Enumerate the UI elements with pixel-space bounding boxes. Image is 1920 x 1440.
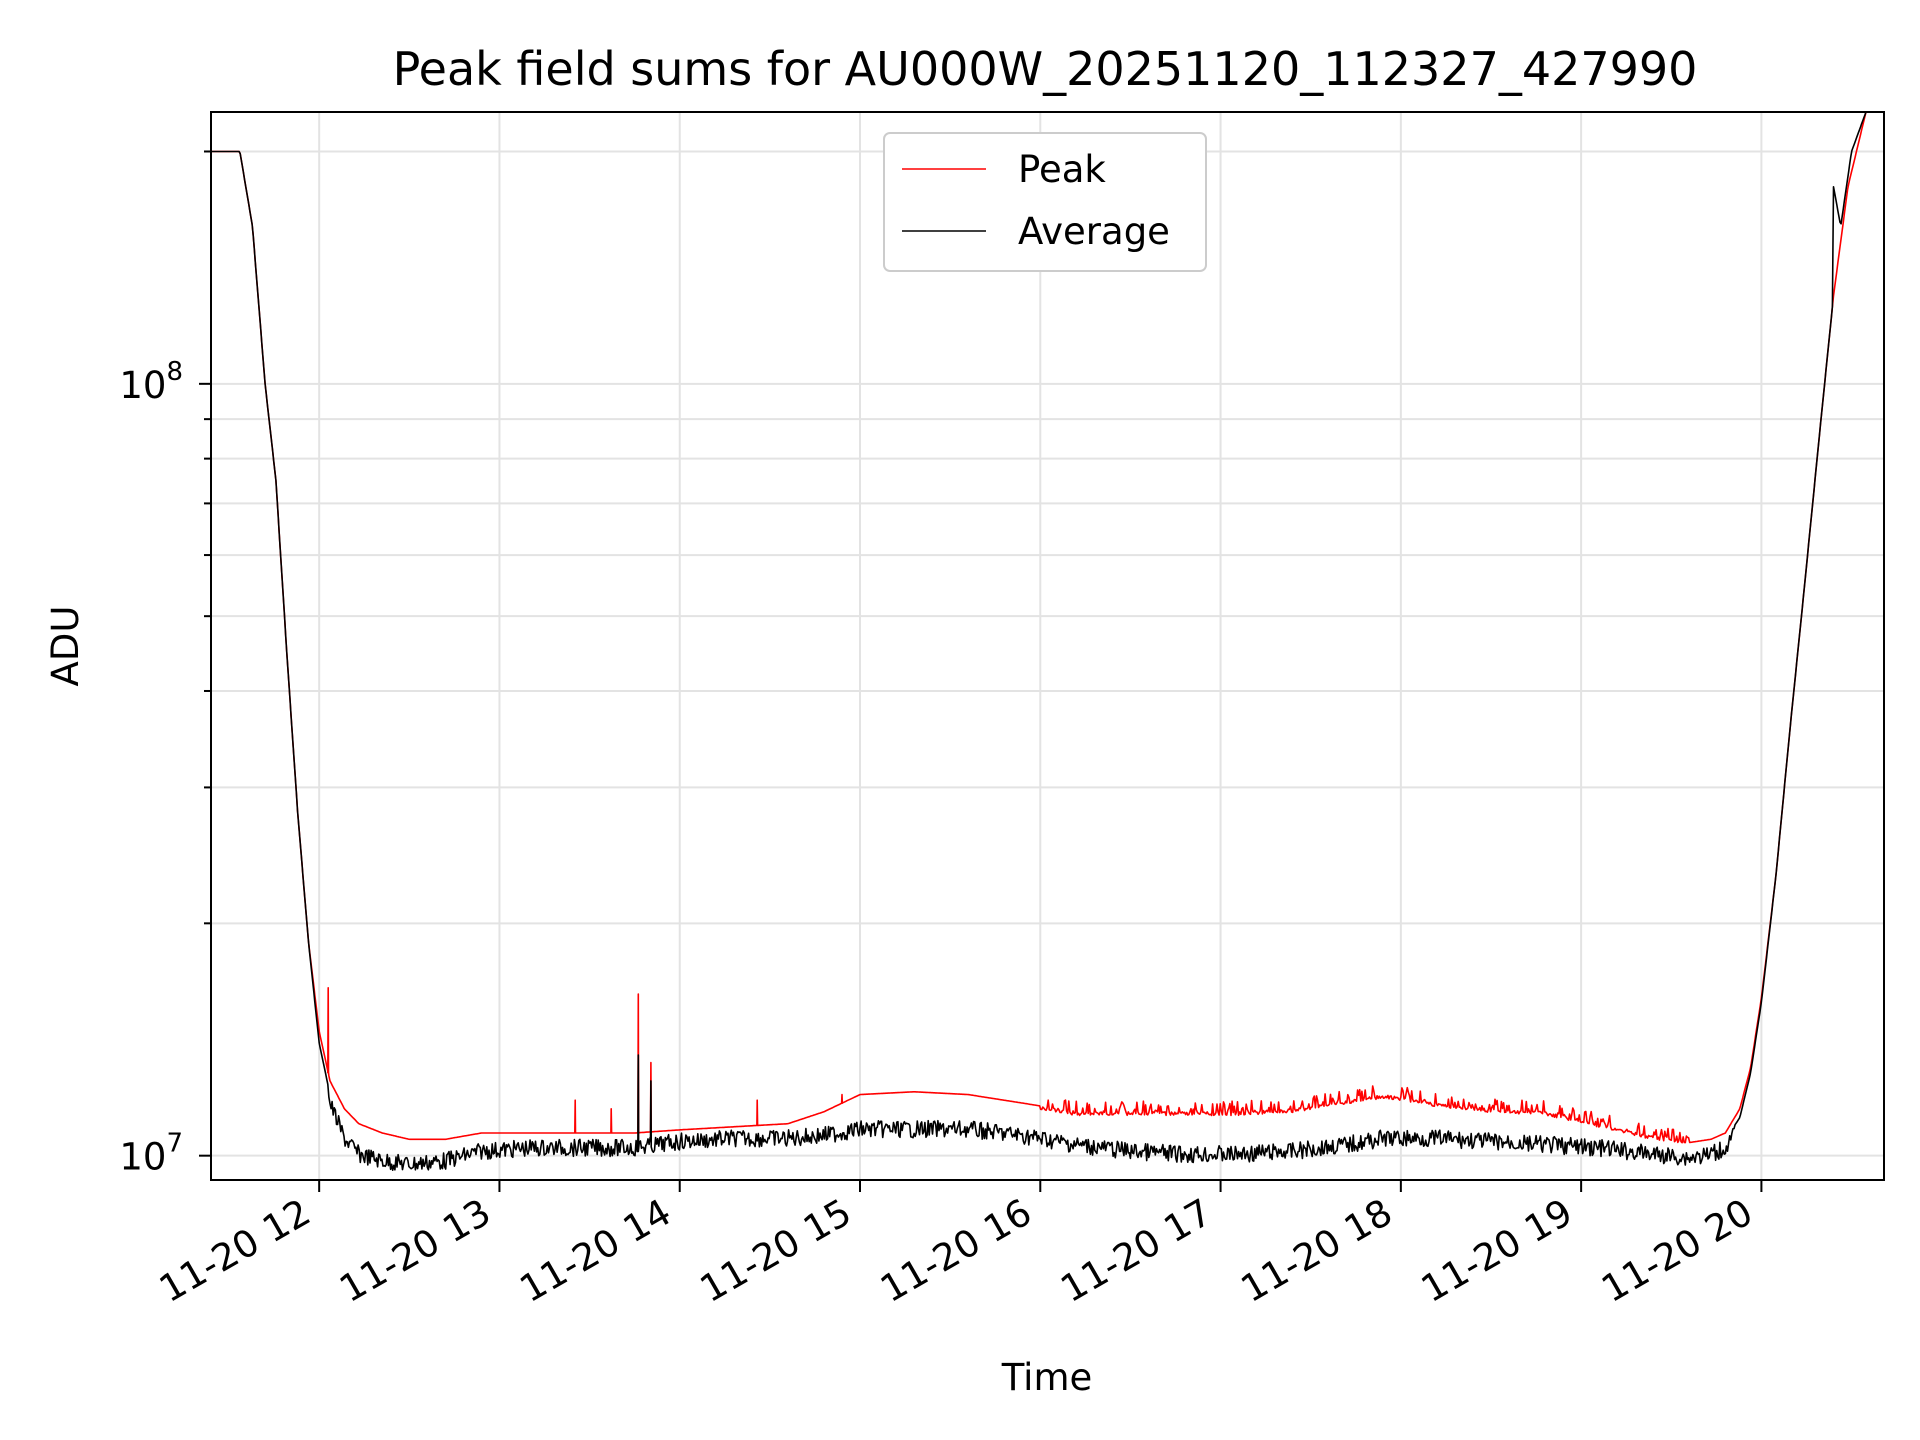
- series-line-peak: [211, 112, 1867, 1144]
- y-tick-label: 107: [119, 1129, 183, 1179]
- y-axis-label: ADU: [44, 606, 87, 687]
- legend-label-average: Average: [1018, 210, 1170, 253]
- legend-label-peak: Peak: [1018, 148, 1106, 191]
- y-tick-label: 108: [119, 357, 183, 407]
- series-group: [211, 112, 1867, 1171]
- grid: [211, 112, 1884, 1180]
- series-line-average: [211, 112, 1867, 1171]
- legend-box: [883, 132, 1207, 272]
- chart-title: Peak field sums for AU000W_20251120_1123…: [393, 42, 1698, 96]
- x-axis-label: Time: [1001, 1356, 1093, 1399]
- legend: Peak Average: [883, 132, 1207, 272]
- y-axis-ticks: 107 108: [119, 150, 211, 1179]
- plot-frame: [210, 111, 1885, 1181]
